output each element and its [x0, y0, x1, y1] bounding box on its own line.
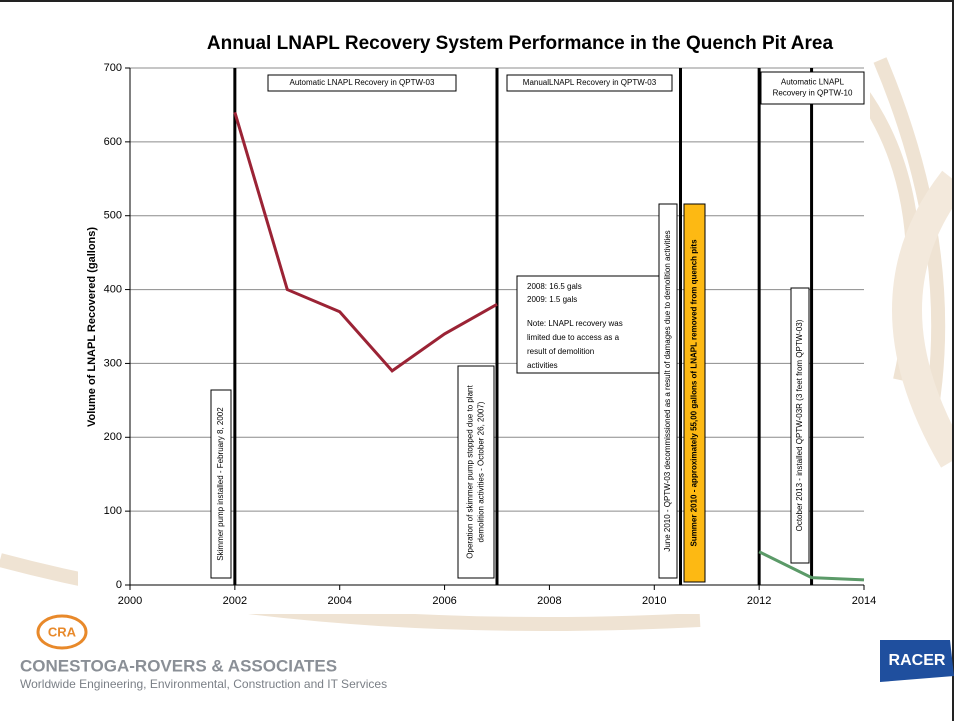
annotation-text: Automatic LNAPL Recovery in QPTW-03	[290, 78, 435, 87]
annotation-box	[516, 275, 667, 374]
x-tick-label: 2014	[852, 595, 876, 607]
series-line	[758, 550, 865, 582]
annotation-box	[506, 74, 673, 92]
y-tick-label: 0	[116, 579, 122, 591]
company-tagline: Worldwide Engineering, Environmental, Co…	[20, 677, 387, 691]
annotation-text: ManualLNAPL Recovery in QPTW-03	[523, 78, 657, 87]
x-tick-label: 2002	[223, 595, 247, 607]
annotation-text: Summer 2010 - approximately 55,00 gallon…	[690, 239, 699, 547]
series-line	[233, 111, 498, 373]
annotation-text: 2009: 1.5 gals	[527, 295, 577, 304]
annotation-box	[267, 74, 457, 92]
x-tick-label: 2006	[432, 595, 456, 607]
annotation-text: demolition activities - October 26, 2007…	[477, 401, 486, 542]
racer-logo	[880, 640, 954, 682]
racer-logo-text: RACER	[889, 652, 946, 669]
company-name: CONESTOGA-ROVERS & ASSOCIATES	[20, 656, 337, 675]
y-tick-label: 100	[104, 505, 122, 517]
decoration	[892, 170, 954, 468]
annotation-text: activities	[527, 361, 558, 370]
annotation-box	[683, 203, 706, 583]
y-tick-label: 300	[104, 357, 122, 369]
y-tick-label: 600	[104, 136, 122, 148]
x-tick-label: 2010	[642, 595, 666, 607]
annotation-text: 2008: 16.5 gals	[527, 282, 582, 291]
y-axis-label: Volume of LNAPL Recovered (gallons)	[86, 227, 98, 427]
annotation-box	[790, 287, 810, 564]
y-tick-label: 500	[104, 210, 122, 222]
y-tick-label: 400	[104, 283, 122, 295]
annotation-box	[210, 389, 232, 579]
x-tick-label: 2004	[327, 595, 351, 607]
annotation-text: Recovery in QPTW-10	[773, 89, 853, 98]
annotation-text: result of demolition	[527, 347, 594, 356]
annotation-text: Note: LNAPL recovery was	[527, 319, 623, 328]
annotation-text: Operation of skimmer pump stopped due to…	[466, 385, 475, 559]
y-tick-label: 200	[104, 431, 122, 443]
annotation-box	[760, 71, 865, 105]
annotation-box	[658, 203, 678, 579]
cra-logo-text: CRA	[48, 624, 77, 639]
annotation-text: June 2010 - QPTW-03 decommissioned as a …	[663, 230, 672, 551]
x-tick-label: 2012	[747, 595, 771, 607]
annotation-text: limited due to access as a	[527, 333, 620, 342]
cra-logo	[36, 614, 88, 650]
x-tick-label: 2008	[537, 595, 561, 607]
chart-title: Annual LNAPL Recovery System Performance…	[207, 33, 834, 54]
annotation-text: October 2013 - installed QPTW-03R (3 fee…	[795, 319, 804, 531]
annotation-text: Automatic LNAPL	[781, 78, 845, 87]
y-tick-label: 700	[104, 62, 122, 74]
annotation-box	[457, 365, 495, 579]
x-tick-label: 2000	[118, 595, 142, 607]
annotation-text: Skimmer pump installed - February 8, 200…	[216, 407, 225, 561]
